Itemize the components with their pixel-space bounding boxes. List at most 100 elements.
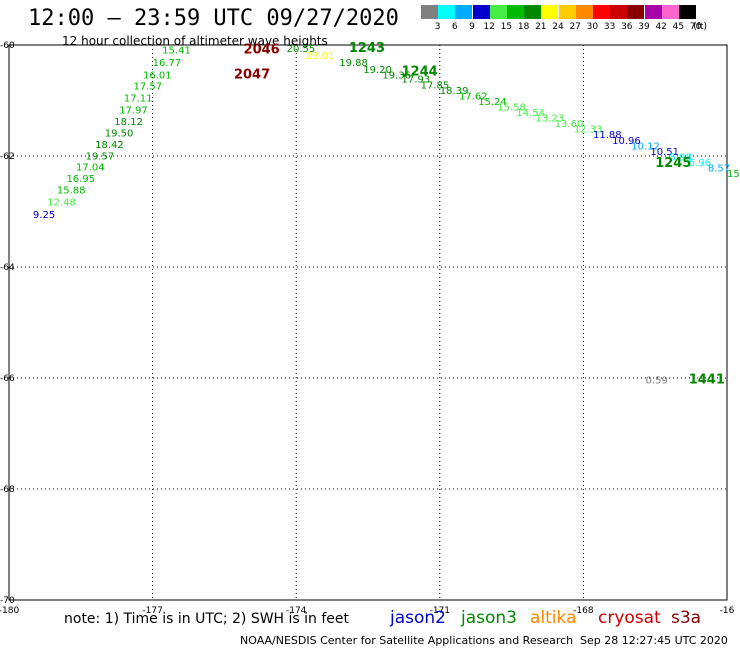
color-swatch <box>541 5 559 19</box>
color-swatch-label: 18 <box>517 22 530 32</box>
satellite-legend-item: jason2 <box>390 608 446 628</box>
color-swatch <box>644 5 662 19</box>
pass-number-label: 1244 <box>402 65 438 80</box>
wave-height-value: 15.44 <box>727 169 740 180</box>
color-swatch <box>593 5 610 19</box>
wave-height-value: 10.12 <box>631 141 660 152</box>
color-swatch <box>507 5 524 19</box>
color-swatch <box>489 5 507 19</box>
wave-height-value: 15.41 <box>162 45 191 56</box>
color-swatch-label: 36 <box>621 22 633 32</box>
wave-height-value: 12.48 <box>47 197 76 208</box>
color-swatch-label: 27 <box>569 22 581 32</box>
color-swatch-label: 3 <box>434 22 441 32</box>
footer-note: note: 1) Time is in UTC; 2) SWH is in fe… <box>64 611 350 627</box>
color-swatch <box>627 5 645 19</box>
wave-height-value: 0.59 <box>646 376 668 387</box>
wave-height-value: 5.98 <box>670 152 692 163</box>
map-frame <box>8 44 728 601</box>
latitude-tick-label: -68 <box>0 485 15 495</box>
wave-height-value: 17.97 <box>119 105 148 116</box>
longitude-tick-label: -16 <box>720 606 735 616</box>
color-scale-unit: (ft) <box>693 22 707 32</box>
color-swatch-label: 24 <box>552 22 564 32</box>
longitude-tick-label: -180 <box>0 606 19 616</box>
wave-height-value: 15.24 <box>478 97 507 108</box>
color-swatch-label: 12 <box>483 22 495 32</box>
color-swatch <box>679 5 696 19</box>
page-title: 12:00 — 23:59 UTC 09/27/2020 <box>28 6 399 31</box>
wave-height-value: 18.39 <box>440 86 469 97</box>
latitude-tick-label: -66 <box>0 374 15 384</box>
wave-height-value: 12.33 <box>574 125 603 136</box>
longitude-tick-label: -171 <box>430 606 450 616</box>
latitude-tick-label: -64 <box>0 263 15 273</box>
color-swatch-label: 45 <box>672 22 685 32</box>
wave-height-value: 17.62 <box>459 91 488 102</box>
latitude-tick-label: -70 <box>0 596 15 606</box>
color-swatch-label: 6 <box>451 22 458 32</box>
wave-height-value: 23.01 <box>306 51 335 62</box>
satellite-legend-item: jason3 <box>461 608 517 628</box>
wave-height-value: 16.77 <box>153 58 182 69</box>
color-swatch-label: 42 <box>655 22 667 32</box>
wave-height-value: 14.54 <box>516 108 545 119</box>
wave-height-value: 19.57 <box>86 151 115 162</box>
pass-number-label: 1245 <box>655 156 691 171</box>
wave-height-value: 19.36 <box>382 70 411 81</box>
color-swatch <box>558 5 576 19</box>
wave-height-value: 9.25 <box>33 210 55 221</box>
latitude-tick-label: -60 <box>0 41 15 51</box>
wave-height-value: 16.95 <box>66 174 95 185</box>
color-swatch <box>524 5 542 19</box>
color-swatch <box>472 5 490 19</box>
wave-height-value: 17.57 <box>133 81 162 92</box>
satellite-legend-item: cryosat <box>598 608 661 628</box>
wave-height-value: 16.01 <box>143 70 172 81</box>
color-swatch <box>575 5 593 19</box>
wave-height-value: 18.12 <box>114 117 143 128</box>
wave-height-value: 19.20 <box>363 65 392 76</box>
wave-height-value: 13.23 <box>536 114 565 125</box>
pass-number-label: 1441 <box>689 373 725 388</box>
wave-height-value: 20.55 <box>287 44 316 55</box>
wave-height-value: 19.50 <box>105 129 134 140</box>
wave-height-value: 5.96 <box>689 158 711 169</box>
color-swatch-label: 70 <box>689 22 702 32</box>
wave-height-value: 17.85 <box>421 80 450 91</box>
pass-number-label: 2046 <box>244 42 280 57</box>
wave-height-value: 17.04 <box>76 162 105 173</box>
color-swatch-label: 9 <box>469 22 475 32</box>
wave-height-value: 17.11 <box>124 94 153 105</box>
color-swatch-label: 21 <box>535 22 547 32</box>
wave-height-value: 15.88 <box>57 186 86 197</box>
wave-height-value: 18.42 <box>95 140 124 151</box>
satellite-legend-item: altika <box>530 608 577 628</box>
color-swatch <box>421 5 438 19</box>
color-swatch <box>438 5 456 19</box>
color-swatch <box>455 5 473 19</box>
longitude-tick-label: -177 <box>142 606 162 616</box>
color-swatch-label: 33 <box>603 22 616 32</box>
longitude-tick-label: -168 <box>573 606 594 616</box>
timestamp: Sep 28 12:27:45 UTC 2020 <box>580 634 728 647</box>
wave-height-value: 10.51 <box>650 147 679 158</box>
color-swatch-label: 30 <box>586 22 599 32</box>
latitude-tick-label: -62 <box>0 152 15 162</box>
wave-height-value: 13.60 <box>555 119 584 130</box>
wave-height-value: 11.88 <box>593 130 622 141</box>
color-swatch <box>661 5 679 19</box>
wave-height-value: 10.96 <box>612 136 641 147</box>
color-swatch <box>610 5 628 19</box>
color-swatch-label: 39 <box>638 22 650 32</box>
pass-number-label: 1243 <box>349 41 385 56</box>
wave-height-value: 15.58 <box>497 102 526 113</box>
wave-height-value: 17.93 <box>402 75 431 86</box>
credit-line: NOAA/NESDIS Center for Satellite Applica… <box>240 634 574 647</box>
color-swatch-label: 15 <box>500 22 513 32</box>
longitude-tick-label: -174 <box>286 606 307 616</box>
wave-height-value: 8.57 <box>708 164 730 175</box>
pass-number-label: 2047 <box>234 67 270 82</box>
satellite-legend-item: s3a <box>671 608 702 628</box>
